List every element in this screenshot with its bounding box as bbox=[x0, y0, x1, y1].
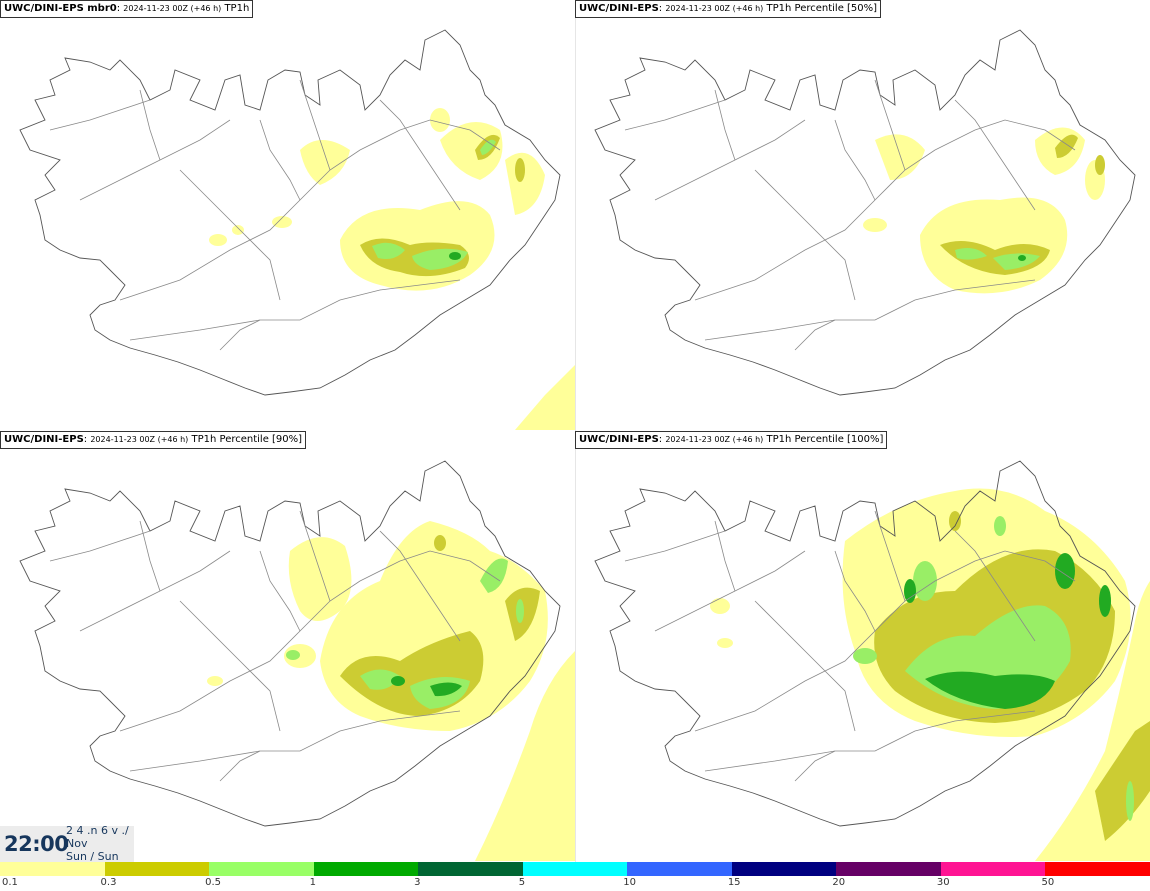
colorbar-segment bbox=[418, 862, 523, 876]
parameter-name: TP1h Percentile [100%] bbox=[766, 434, 884, 445]
panel-title: UWC/DINI-EPS: 2024-11-23 00Z (+46 h) TP1… bbox=[0, 431, 307, 449]
precip-map bbox=[594, 29, 1136, 396]
run-time: 2024-11-23 00Z (+46 h) bbox=[90, 435, 189, 444]
model-name: UWC/DINI-EPS bbox=[4, 434, 84, 445]
colorbar-segment bbox=[313, 862, 419, 876]
model-name: UWC/DINI-EPS bbox=[579, 434, 659, 445]
colorbar-label: 30 bbox=[936, 877, 950, 888]
precip-map bbox=[19, 29, 575, 430]
precip-field bbox=[209, 108, 575, 430]
colorbar-label: 0.3 bbox=[100, 877, 117, 888]
map-panel-p50[interactable]: UWC/DINI-EPS: 2024-11-23 00Z (+46 h) TP1… bbox=[575, 0, 1150, 430]
colorbar-label: 3 bbox=[414, 877, 421, 888]
colorbar-label: 1 bbox=[309, 877, 316, 888]
colorbar-label: 20 bbox=[832, 877, 846, 888]
valid-time: 22:00 bbox=[4, 832, 69, 856]
parameter-name: TP1h Percentile [50%] bbox=[766, 3, 878, 14]
precip-field bbox=[710, 488, 1150, 861]
colorbar-label: 50 bbox=[1041, 877, 1055, 888]
panel-title: UWC/DINI-EPS mbr0: 2024-11-23 00Z (+46 h… bbox=[0, 0, 254, 18]
colorbar-label: 0.1 bbox=[2, 877, 18, 888]
map-panel-member0[interactable]: UWC/DINI-EPS mbr0: 2024-11-23 00Z (+46 h… bbox=[0, 0, 575, 430]
colorbar-label: 0.5 bbox=[205, 877, 221, 888]
run-time: 2024-11-23 00Z (+46 h) bbox=[665, 4, 764, 13]
panel-title: UWC/DINI-EPS: 2024-11-23 00Z (+46 h) TP1… bbox=[575, 431, 888, 449]
colorbar-segment bbox=[522, 862, 628, 876]
model-name: UWC/DINI-EPS bbox=[579, 3, 659, 14]
colorbar-segment bbox=[104, 862, 210, 876]
run-time: 2024-11-23 00Z (+46 h) bbox=[665, 435, 764, 444]
colorbar-segment bbox=[1045, 862, 1150, 876]
precip-field bbox=[207, 521, 575, 861]
colorbar-label: 10 bbox=[623, 877, 636, 888]
colorbar-segment bbox=[731, 862, 837, 876]
model-name: UWC/DINI-EPS mbr0 bbox=[4, 3, 117, 14]
valid-date-line3: Sun / Sun bbox=[66, 850, 119, 863]
colorbar-labels: 0.1 0.3 0.5 1 3 5 10 15 20 30 50 bbox=[0, 877, 1150, 891]
colorbar-label: 15 bbox=[727, 877, 741, 888]
colorbar-label: 5 bbox=[518, 877, 526, 888]
precip-field bbox=[863, 127, 1105, 294]
colorbar-segment bbox=[209, 862, 314, 876]
valid-time-box: 22:00 2 4 .n 6 v ./ Nov Sun / Sun bbox=[0, 824, 134, 863]
parameter-name: TP1h Percentile [90%] bbox=[191, 434, 303, 445]
valid-date-line1: 2 4 .n 6 v ./ bbox=[66, 824, 129, 837]
parameter-name: TP1h bbox=[224, 3, 250, 14]
map-panel-p100[interactable]: UWC/DINI-EPS: 2024-11-23 00Z (+46 h) TP1… bbox=[575, 431, 1150, 861]
panel-title: UWC/DINI-EPS: 2024-11-23 00Z (+46 h) TP1… bbox=[575, 0, 882, 18]
map-panel-p90[interactable]: UWC/DINI-EPS: 2024-11-23 00Z (+46 h) TP1… bbox=[0, 431, 575, 861]
valid-date: 2 4 .n 6 v ./ Nov Sun / Sun bbox=[66, 824, 129, 863]
precip-map bbox=[594, 460, 1150, 861]
run-time: 2024-11-23 00Z (+46 h) bbox=[123, 4, 222, 13]
colorbar-segment bbox=[627, 862, 732, 876]
valid-date-line2: Nov bbox=[66, 837, 88, 850]
colorbar-segment bbox=[836, 862, 941, 876]
precip-map bbox=[19, 460, 575, 861]
colorbar-segment bbox=[0, 862, 105, 876]
precip-colorbar bbox=[0, 862, 1150, 876]
colorbar-segment bbox=[940, 862, 1046, 876]
